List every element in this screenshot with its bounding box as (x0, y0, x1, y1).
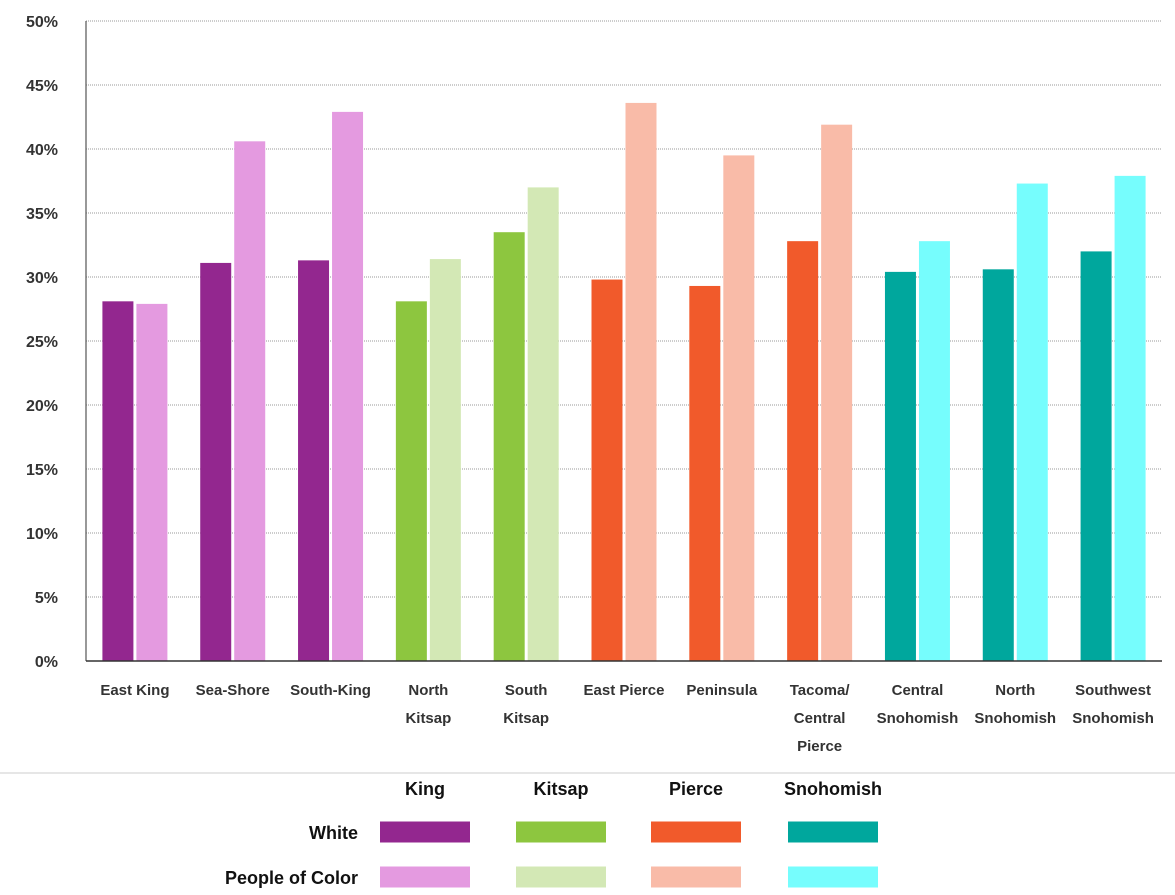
x-category-label: Sea-Shore (196, 682, 270, 699)
bars (102, 102, 1146, 662)
x-category-label: South-King (290, 682, 371, 699)
x-category-label-line: North (408, 682, 448, 699)
x-category-label-line: Kitsap (503, 710, 549, 727)
legend-swatch (650, 820, 742, 844)
x-category-label-line: East Pierce (584, 682, 665, 699)
bar-people-of-color (136, 303, 168, 661)
x-category-label-line: North (995, 682, 1035, 699)
legend-group-label: Pierce (669, 779, 723, 799)
y-tick-label: 20% (26, 398, 58, 415)
x-category-label-line: Central (892, 682, 944, 699)
x-category-label: Southwest Snohomish (1072, 682, 1154, 727)
bar-white (200, 262, 232, 661)
bar-people-of-color (1114, 175, 1146, 661)
x-category-label: North Snohomish (974, 682, 1056, 727)
x-category-label-line: East King (100, 682, 169, 699)
y-tick-label: 0% (35, 654, 58, 671)
y-tick-label: 35% (26, 206, 58, 223)
x-category-label-line: South (505, 682, 548, 699)
x-category-label: East King (100, 682, 169, 699)
x-category-label-line: Snohomish (974, 710, 1056, 727)
x-category-label-line: Sea-Shore (196, 682, 270, 699)
bar-people-of-color (1016, 183, 1048, 661)
x-category-label: Central Snohomish (877, 682, 959, 727)
y-axis: 0% 5% 10% 15% 20% 25% 30% 35% 40% 45% 50% (26, 14, 87, 671)
x-category-label: South Kitsap (503, 682, 549, 727)
x-category-label-line: Snohomish (877, 710, 959, 727)
bar-white (982, 269, 1014, 661)
legend: King Kitsap Pierce Snohomish White People of … (225, 779, 882, 889)
y-tick-label: 40% (26, 142, 58, 159)
x-category-label-line: Central (794, 710, 846, 727)
x-category-label-line: Snohomish (1072, 710, 1154, 727)
bar-white (787, 241, 819, 661)
bar-white (591, 279, 623, 661)
x-category-label-line: Kitsap (405, 710, 451, 727)
bar-white (493, 232, 525, 661)
y-tick-label: 30% (26, 270, 58, 287)
bar-white (884, 271, 916, 661)
bar-people-of-color (625, 102, 657, 662)
x-category-label-line: Pierce (797, 738, 842, 755)
bar-white (1080, 251, 1112, 661)
bar-people-of-color (429, 259, 461, 661)
legend-group-label: King (405, 779, 445, 799)
x-axis: East King Sea-Shore South-King North KitsapS… (86, 660, 1162, 755)
y-tick-label: 10% (26, 526, 58, 543)
legend-swatch (515, 820, 607, 844)
x-category-label: East Pierce (584, 682, 665, 699)
bar-people-of-color (234, 141, 266, 661)
bar-people-of-color (332, 111, 364, 661)
bar-white (689, 285, 721, 661)
x-category-label-line: Southwest (1075, 682, 1151, 699)
x-category-label-line: Tacoma/ (790, 682, 851, 699)
legend-row-label: White (309, 823, 358, 843)
bar-people-of-color (821, 124, 853, 662)
y-tick-label: 45% (26, 78, 58, 95)
legend-group-label: Kitsap (533, 779, 588, 799)
legend-swatch (787, 865, 879, 889)
y-tick-label: 5% (35, 590, 58, 607)
gridlines (86, 20, 1162, 598)
y-tick-label: 50% (26, 14, 58, 31)
x-category-label-line: Peninsula (686, 682, 758, 699)
bar-people-of-color (527, 187, 559, 661)
x-category-label-line: South-King (290, 682, 371, 699)
y-tick-label: 15% (26, 462, 58, 479)
legend-row-label: People of Color (225, 868, 358, 888)
y-tick-label: 25% (26, 334, 58, 351)
legend-swatch (515, 865, 607, 889)
legend-swatch (650, 865, 742, 889)
legend-swatch (379, 865, 471, 889)
bar-people-of-color (723, 155, 755, 661)
legend-swatch (787, 820, 879, 844)
legend-swatch (379, 820, 471, 844)
x-category-label: Peninsula (686, 682, 758, 699)
x-category-label: North Kitsap (405, 682, 451, 727)
x-category-label: Tacoma/Central Pierce (790, 682, 851, 755)
bar-white (395, 301, 427, 661)
legend-group-label: Snohomish (784, 779, 882, 799)
bar-people-of-color (918, 241, 950, 661)
bar-white (298, 260, 330, 661)
bar-white (102, 301, 134, 661)
